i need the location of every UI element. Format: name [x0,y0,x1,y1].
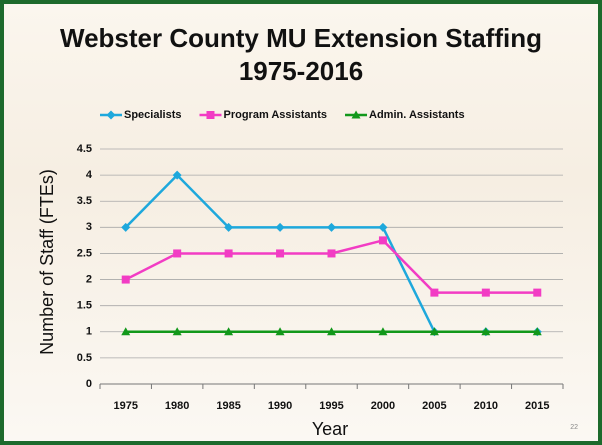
x-tick-label: 2015 [525,400,549,412]
data-point [328,249,336,257]
x-tick-label: 2000 [371,400,395,412]
data-point [173,249,181,257]
x-tick-label: 1995 [319,400,343,412]
slide-number: 22 [570,424,578,431]
data-point [225,249,233,257]
data-point [430,289,438,297]
y-tick-label: 3.5 [77,195,92,207]
y-tick-label: 4.5 [77,143,92,155]
legend-marker [206,111,214,119]
legend-marker [107,111,116,120]
chart: Year Number of Staff (FTEs) 22 0 0.5 1 1.5 2… [0,0,602,445]
x-tick-label: 1990 [268,400,292,412]
y-axis-label: Number of Staff (FTEs) [37,169,57,355]
y-tick-label: 0.5 [77,352,92,364]
x-tick-label: 2005 [422,400,446,412]
y-tick-label: 2 [86,273,92,285]
x-tick-label: 1985 [216,400,240,412]
legend-label: Admin. Assistants [369,109,465,121]
data-point [378,223,387,232]
data-point [482,289,490,297]
data-point [533,289,541,297]
x-tick-label: 1975 [113,400,137,412]
data-point [276,249,284,257]
x-tick-label: 2010 [474,400,498,412]
y-tick-label: 4 [86,169,93,181]
x-axis-label: Year [312,419,348,439]
legend-label: Specialists [124,109,181,121]
data-point [122,276,130,284]
data-point [379,236,387,244]
y-tick-label: 1.5 [77,300,92,312]
x-tick-label: 1980 [165,400,189,412]
legend-label: Program Assistants [223,109,327,121]
series-line [126,240,538,292]
slide: Webster County MU Extension Staffing 197… [0,0,602,445]
y-tick-label: 3 [86,221,92,233]
y-tick-label: 1 [86,326,92,338]
data-point [327,223,336,232]
y-tick-label: 2.5 [77,247,92,259]
y-tick-label: 0 [86,378,92,390]
data-point [276,223,285,232]
